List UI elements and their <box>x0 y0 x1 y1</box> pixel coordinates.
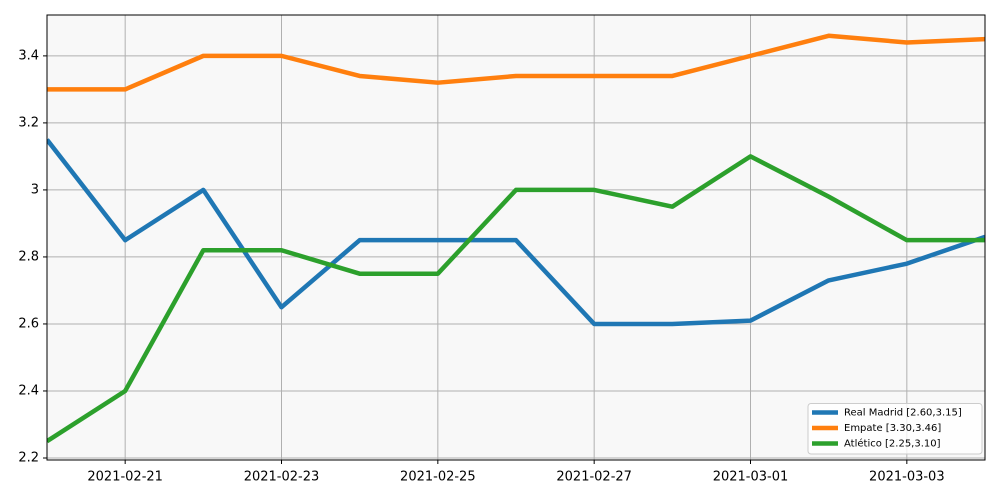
x-tick-label: 2021-03-01 <box>713 470 789 485</box>
legend-box <box>807 403 983 455</box>
y-tick-label: 2.6 <box>18 316 39 331</box>
plot-area <box>47 15 985 460</box>
x-tick-label: 2021-02-27 <box>556 470 632 485</box>
legend-label: Atlético [2.25,3.10] <box>844 438 941 450</box>
series-line <box>47 154 985 444</box>
y-tick-label: 2.8 <box>18 249 39 264</box>
y-tick-label: 3.4 <box>18 48 39 63</box>
y-tick-label: 3 <box>31 182 39 197</box>
x-tick-label: 2021-02-25 <box>400 470 476 485</box>
x-tick-label: 2021-03-03 <box>869 470 945 485</box>
legend-label: Real Madrid [2.60,3.15] <box>844 408 962 419</box>
series-line <box>47 138 985 327</box>
y-tick-label: 2.2 <box>18 450 39 465</box>
axes-frame <box>46 14 986 461</box>
series-line <box>47 33 985 92</box>
x-tick-label: 2021-02-23 <box>244 470 320 485</box>
y-tick-label: 2.4 <box>18 383 39 398</box>
y-tick-label: 3.2 <box>18 115 39 130</box>
x-tick-label: 2021-02-21 <box>87 470 163 485</box>
legend-label: Empate [3.30,3.46] <box>844 423 941 434</box>
